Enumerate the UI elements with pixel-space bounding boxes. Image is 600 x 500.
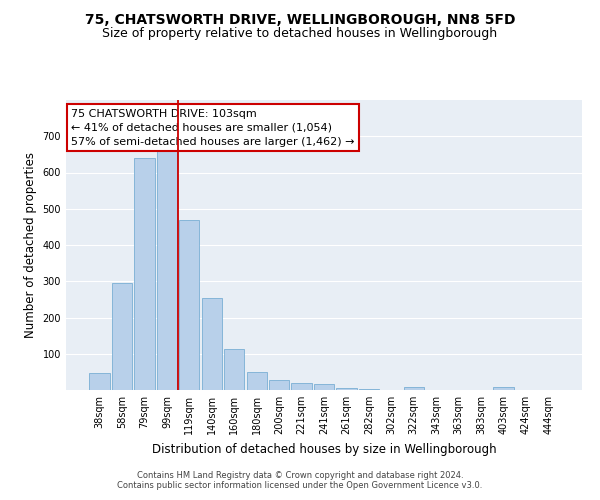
Bar: [292, 384, 311, 390]
Text: Contains HM Land Registry data © Crown copyright and database right 2024.
Contai: Contains HM Land Registry data © Crown c…: [118, 470, 482, 490]
Bar: [493, 388, 514, 390]
Text: 75 CHATSWORTH DRIVE: 103sqm
← 41% of detached houses are smaller (1,054)
57% of : 75 CHATSWORTH DRIVE: 103sqm ← 41% of det…: [71, 108, 355, 146]
Bar: [202, 298, 222, 390]
Bar: [337, 388, 356, 390]
Bar: [224, 349, 244, 390]
Text: 75, CHATSWORTH DRIVE, WELLINGBOROUGH, NN8 5FD: 75, CHATSWORTH DRIVE, WELLINGBOROUGH, NN…: [85, 12, 515, 26]
Bar: [112, 283, 132, 390]
Bar: [247, 372, 267, 390]
Y-axis label: Number of detached properties: Number of detached properties: [24, 152, 37, 338]
Bar: [134, 158, 155, 390]
Bar: [157, 151, 177, 390]
Bar: [179, 220, 199, 390]
X-axis label: Distribution of detached houses by size in Wellingborough: Distribution of detached houses by size …: [152, 442, 496, 456]
Bar: [269, 380, 289, 390]
Bar: [89, 373, 110, 390]
Text: Size of property relative to detached houses in Wellingborough: Size of property relative to detached ho…: [103, 28, 497, 40]
Bar: [314, 384, 334, 390]
Bar: [404, 387, 424, 390]
